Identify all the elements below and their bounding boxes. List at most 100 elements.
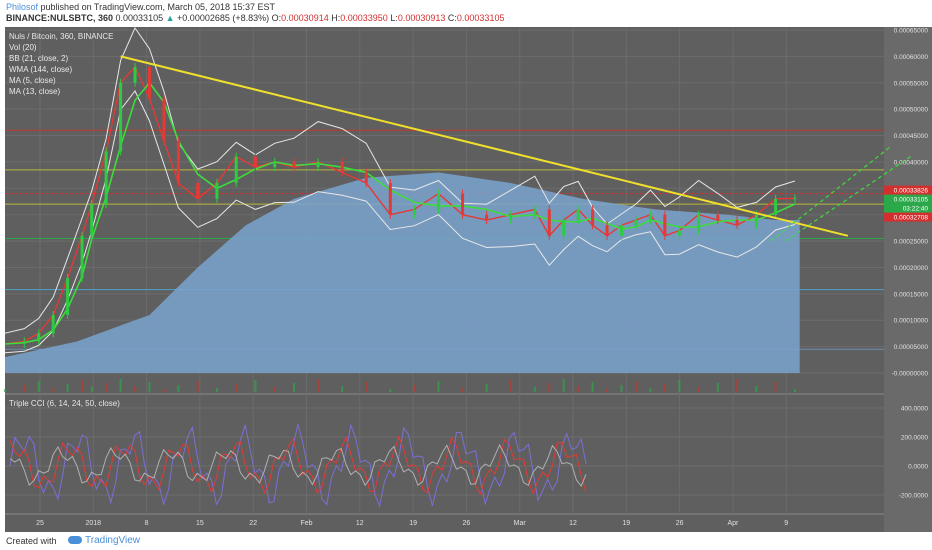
legend-item: MA (5, close)	[9, 76, 56, 85]
x-tick-label: Mar	[514, 520, 527, 527]
candle-body	[253, 156, 257, 168]
cci-line	[9, 443, 587, 487]
candle-body	[716, 214, 720, 220]
volume-bar	[177, 385, 180, 392]
candle-body	[576, 209, 580, 220]
created-with: Created with	[6, 536, 57, 546]
volume-bar	[736, 379, 739, 392]
price-tick-label: 0.00055000	[894, 80, 929, 87]
price-label-text: 0.00032708	[894, 215, 929, 222]
candle-body	[215, 183, 219, 199]
x-tick-label: Feb	[300, 520, 312, 527]
price-tick-label: 0.00010000	[894, 318, 929, 325]
x-tick-label: 15	[196, 520, 204, 527]
candle-body	[37, 333, 41, 342]
volume-bar	[292, 383, 295, 392]
volume-bar	[317, 379, 320, 392]
wma-area	[5, 172, 800, 373]
volume-bar	[591, 382, 594, 392]
last-price: 0.00033105	[115, 13, 164, 23]
volume-bar	[90, 387, 93, 392]
high-value: 0.00033950	[340, 13, 388, 23]
price-tick-label: 0.00065000	[894, 28, 929, 35]
candle-body	[663, 214, 667, 236]
publish-info: published on TradingView.com, March 05, …	[40, 2, 276, 12]
volume-bar	[793, 389, 796, 392]
volume-bar	[162, 389, 165, 392]
candle-body	[735, 219, 739, 226]
price-label-box	[884, 185, 932, 195]
candle-body	[162, 98, 166, 141]
candle-body	[196, 183, 200, 199]
candle-body	[509, 214, 513, 220]
price-tick-label: 0.00040000	[894, 159, 929, 166]
candle-body	[388, 183, 392, 215]
publish-line: Philosof published on TradingView.com, M…	[6, 2, 275, 12]
volume-bar	[23, 385, 26, 392]
price-axis-background	[884, 27, 932, 532]
candle-body	[22, 341, 26, 344]
cci-legend: Triple CCI (6, 14, 24, 50, close)	[9, 399, 120, 408]
x-tick-label: 2018	[86, 520, 102, 527]
volume-bar	[678, 380, 681, 392]
up-arrow-icon: ▲	[165, 13, 175, 23]
candle-body	[461, 193, 465, 215]
candle-body	[648, 214, 652, 220]
volume-bar	[215, 388, 218, 392]
volume-bar	[148, 382, 151, 392]
x-tick-label: 19	[622, 520, 630, 527]
close-value: 0.00033105	[456, 13, 505, 23]
candle-body	[547, 209, 551, 236]
candle-body	[66, 278, 70, 315]
price-chart[interactable]: 25 2018 8 15 22 Feb 12 19 26 Mar 12 19 26 Apr 9 0.00065…	[0, 0, 932, 532]
candle-body	[119, 82, 123, 152]
volume-bar	[134, 386, 137, 392]
volume-bar	[254, 380, 257, 392]
candle-body	[697, 214, 701, 231]
cci-tick-label: 0.0000	[908, 464, 928, 471]
price-tick-label: 0.00025000	[894, 239, 929, 246]
tradingview-logo[interactable]: TradingView	[68, 535, 140, 546]
price-tick-label: 0.00015000	[894, 291, 929, 298]
x-tick-label: 25	[36, 520, 44, 527]
candle-body	[605, 225, 609, 236]
price-tick-label: 0.00045000	[894, 133, 929, 140]
bb-lower	[4, 90, 796, 354]
volume-bar	[461, 388, 464, 392]
open-label: O:	[271, 13, 282, 23]
legend-item: MA (13, close)	[9, 87, 61, 96]
candle-body	[774, 198, 778, 215]
candle-body	[634, 219, 638, 226]
price-tick-label: 0.00050000	[894, 107, 929, 114]
candle-body	[147, 66, 151, 99]
candle-body	[316, 161, 320, 168]
price-tick-label: -0.00000000	[891, 371, 928, 378]
x-tick-label: 12	[356, 520, 364, 527]
price-tick-label: 0.00060000	[894, 54, 929, 61]
cci-tick-label: -200.0000	[899, 493, 929, 500]
candle-body	[80, 235, 84, 279]
volume-bar	[697, 387, 700, 392]
x-tick-label: 26	[463, 520, 471, 527]
x-tick-label: 22	[249, 520, 257, 527]
volume-bar	[577, 386, 580, 392]
x-tick-label: Apr	[727, 520, 739, 527]
volume-bar	[620, 385, 623, 392]
volume-bar	[634, 381, 637, 392]
volume-bar	[4, 389, 6, 392]
volume-bar	[105, 383, 108, 392]
candle-body	[90, 204, 94, 236]
legend-item: BB (21, close, 2)	[9, 54, 69, 63]
candle-body	[562, 219, 566, 236]
legend-item: Nuls / Bitcoin, 360, BINANCE	[9, 32, 114, 41]
volume-bar	[413, 385, 416, 392]
price-tick-label: 0.00020000	[894, 265, 929, 272]
symbol-line: BINANCE:NULSBTC, 360 0.00033105 ▲ +0.000…	[6, 13, 504, 23]
author-link[interactable]: Philosof	[6, 2, 39, 12]
volume-bar	[119, 379, 122, 392]
volume-bar	[365, 382, 368, 392]
volume-bar	[663, 384, 666, 392]
price-label-text: 03:22:40	[903, 206, 929, 213]
volume-bar	[196, 381, 199, 392]
candle-body	[104, 151, 108, 205]
